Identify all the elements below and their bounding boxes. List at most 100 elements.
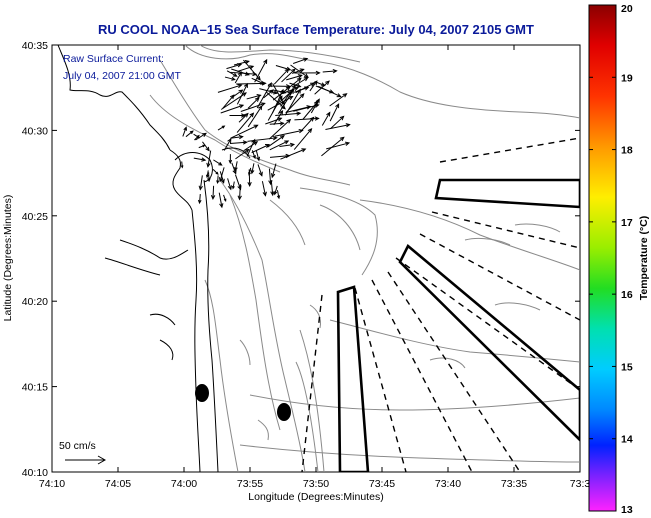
x-tick-label: 74:00 — [171, 478, 197, 490]
current-vector — [268, 119, 291, 140]
current-vector — [182, 127, 187, 137]
current-vector-head — [265, 144, 271, 149]
current-vector-head — [256, 156, 261, 162]
current-vector-head — [210, 195, 216, 201]
current-vector-head — [325, 80, 330, 86]
current-vector-head — [232, 72, 238, 77]
current-vector — [269, 155, 290, 158]
current-vector — [199, 193, 201, 204]
current-vector — [314, 81, 325, 87]
current-vector — [269, 122, 284, 125]
current-vector-head — [262, 191, 267, 197]
current-vector-head — [221, 125, 226, 129]
current-vector-head — [232, 169, 237, 175]
current-vector-head — [197, 199, 202, 205]
current-vector — [219, 171, 225, 183]
colorbar-label: Temperature (°C) — [638, 216, 650, 301]
current-vector — [226, 70, 237, 77]
current-vector-head — [286, 66, 292, 71]
x-tick-label: 74:10 — [39, 478, 65, 490]
x-tick-label: 73:40 — [435, 478, 461, 490]
current-vector-head — [244, 71, 250, 76]
current-vector-head — [228, 159, 233, 165]
current-vector-head — [216, 180, 220, 185]
current-vector-head — [284, 140, 290, 145]
current-vector — [212, 185, 215, 199]
current-vector-head — [332, 68, 338, 74]
current-vector — [321, 136, 345, 157]
current-vector — [259, 88, 278, 94]
current-vector — [326, 142, 350, 150]
current-vector — [195, 132, 207, 141]
y-tick-label: 40:35 — [22, 40, 48, 52]
colorbar-tick-label: 13 — [621, 504, 633, 516]
current-vector — [229, 141, 247, 144]
current-vector-head — [313, 80, 318, 86]
dashed-transects — [301, 137, 580, 472]
current-vector-head — [272, 136, 278, 141]
x-tick-label: 74:05 — [105, 478, 131, 490]
colorbar-tick-label: 15 — [621, 361, 633, 373]
colorbar-tick-label: 20 — [621, 3, 633, 15]
current-vector — [217, 84, 242, 93]
current-vector-head — [260, 102, 266, 107]
current-vector — [236, 83, 248, 105]
current-vector — [251, 150, 256, 159]
current-vector-head — [196, 135, 201, 139]
current-vector-head — [227, 138, 232, 144]
current-vector-head — [243, 82, 248, 88]
buoy-marker — [195, 384, 209, 402]
current-vector-head — [303, 73, 309, 78]
current-vector — [231, 68, 250, 76]
y-tick-label: 40:30 — [22, 125, 48, 137]
current-vector-head — [218, 177, 224, 183]
current-vector — [318, 85, 341, 98]
current-vector — [286, 74, 302, 81]
current-vector — [325, 124, 350, 131]
current-vector — [261, 181, 266, 196]
current-vector — [240, 102, 265, 112]
current-vector — [266, 91, 286, 110]
buoy-marker — [277, 403, 291, 421]
current-vector-head — [339, 115, 345, 121]
current-vector — [219, 167, 225, 182]
current-vector-head — [263, 58, 268, 64]
current-vector-head — [201, 132, 207, 138]
current-vector — [265, 117, 282, 125]
current-vector — [223, 138, 232, 151]
current-vector-head — [293, 86, 299, 92]
current-vector-head — [252, 155, 256, 160]
current-vector — [309, 80, 318, 92]
current-vector-head — [259, 80, 265, 85]
current-vector-head — [299, 68, 305, 73]
current-vector — [235, 149, 249, 160]
current-vector-head — [202, 144, 206, 148]
colorbar-tick-label: 19 — [621, 72, 633, 84]
map-title: RU COOL NOAA–15 Sea Surface Temperature:… — [98, 22, 534, 37]
current-vector-head — [205, 174, 209, 179]
current-vector-head — [244, 148, 250, 154]
current-vector — [272, 86, 291, 101]
current-vector — [322, 70, 337, 73]
current-vector-head — [237, 83, 243, 89]
current-vector — [234, 161, 238, 171]
current-vector-head — [315, 70, 321, 76]
current-vector — [247, 97, 260, 109]
current-vector — [207, 150, 212, 167]
current-vector-head — [280, 100, 285, 106]
current-vector-head — [249, 112, 255, 118]
current-vector-head — [220, 178, 225, 184]
bathymetry-contours — [149, 45, 580, 472]
current-vector-head — [258, 171, 263, 177]
colorbar-tick-label: 16 — [621, 289, 633, 301]
current-vector-head — [250, 169, 255, 175]
current-vector-head — [234, 167, 238, 172]
current-vector — [272, 83, 285, 105]
current-vector-head — [244, 60, 250, 65]
surface-current-vectors — [180, 57, 351, 209]
current-vector-head — [223, 198, 227, 202]
y-axis-ticks: 40:35 40:30 40:25 40:20 40:15 40:10 — [22, 40, 580, 479]
current-vector — [220, 92, 247, 110]
current-vector — [329, 93, 347, 107]
current-vector-head — [276, 195, 281, 200]
